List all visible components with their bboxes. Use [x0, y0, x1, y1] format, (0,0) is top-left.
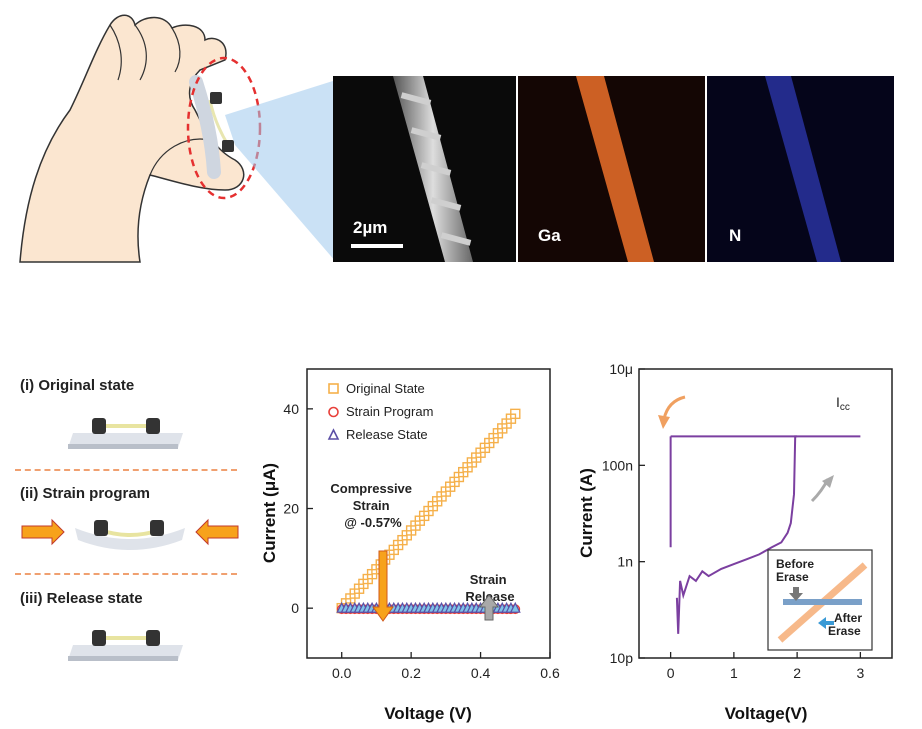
plot-frame [306, 368, 551, 659]
state-release-label: (iii) Release state [20, 590, 143, 607]
legend-marker-strain [328, 406, 339, 418]
device-original-icon [68, 418, 183, 449]
inset-before-label: Before Erase [776, 557, 814, 584]
x-tick-label: 0.6 [540, 665, 560, 681]
compressive-arrow-icon [372, 550, 394, 622]
before-arrow-icon [789, 587, 803, 601]
compliance-label: Icc [836, 394, 850, 413]
ga-label: Ga [538, 226, 561, 245]
release-arrow-icon [479, 594, 499, 621]
point-release [509, 601, 521, 613]
point-original [510, 408, 521, 420]
y-tick-label: 0 [291, 600, 299, 616]
legend: Original State Strain Program Release St… [327, 381, 433, 442]
divider-2 [15, 573, 237, 575]
y-tick-label: 10μ [609, 361, 633, 377]
iv-linear-chart: 0.0 0.2 0.4 0.6 0 20 40 Current (μA) Voltage (… [260, 368, 560, 723]
x-tick-label: 2 [793, 665, 801, 681]
y-tick-label: 1n [617, 554, 633, 570]
device-strain-icon [21, 518, 239, 550]
sweep-down-arrow-icon [662, 395, 686, 420]
legend-marker-release [327, 428, 340, 440]
n-map-panel: N [707, 76, 894, 262]
y-tick-label: 10p [610, 650, 634, 666]
legend-strain: Strain Program [346, 404, 433, 419]
y-axis-label: Current (A) [580, 468, 596, 558]
after-arrow-icon [818, 617, 834, 629]
n-label: N [729, 226, 742, 245]
scale-bar [351, 244, 403, 248]
sweep-up-curve [675, 435, 798, 634]
inset: Before Erase After Erase [767, 549, 873, 651]
y-tick-label: 20 [283, 501, 299, 517]
ga-map-panel: Ga [518, 76, 705, 262]
divider-1 [15, 469, 237, 471]
inset-after-label: After Erase [828, 611, 862, 638]
x-tick-label: 1 [730, 665, 738, 681]
state-strain-label: (ii) Strain program [20, 485, 151, 502]
x-axis-label: Voltage (V) [384, 704, 472, 723]
legend-original: Original State [346, 381, 425, 396]
legend-marker-original [328, 383, 339, 394]
plot-frame [638, 368, 893, 659]
legend-release: Release State [346, 427, 428, 442]
scale-bar-label: 2µm [353, 218, 388, 237]
x-tick-label: 0.4 [471, 665, 491, 681]
state-original-label: (i) Original state [20, 377, 135, 394]
sem-image-panel: 2µm [333, 76, 516, 262]
x-tick-label: 0.2 [401, 665, 421, 681]
y-tick-label: 100n [602, 457, 633, 473]
x-tick-label: 3 [856, 665, 864, 681]
x-tick-label: 0 [667, 665, 675, 681]
x-tick-label: 0.0 [332, 665, 352, 681]
annotation-compressive: Compressive Strain @ -0.57% [330, 481, 415, 530]
y-axis-label: Current (μA) [260, 463, 279, 563]
hand-illustration [19, 14, 336, 263]
device-release-icon [68, 630, 183, 661]
x-axis-label: Voltage(V) [725, 704, 808, 723]
y-tick-label: 40 [283, 401, 299, 417]
